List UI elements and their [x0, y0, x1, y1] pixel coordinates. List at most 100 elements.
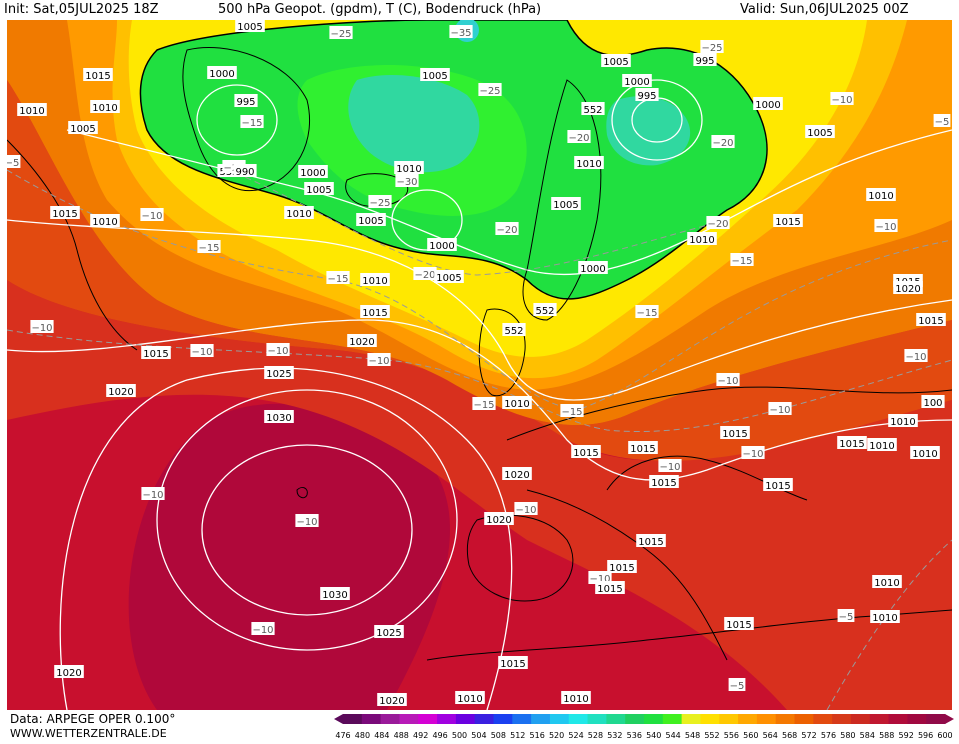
temperature-label: −10: [716, 373, 740, 387]
temperature-label-text: −10: [142, 490, 163, 501]
geopotential-label-text: 552: [535, 306, 554, 317]
pressure-label-text: 1010: [689, 235, 714, 246]
temperature-label-text: −5: [730, 681, 745, 692]
temperature-label: −10: [874, 219, 898, 233]
pressure-label: 1015: [360, 305, 390, 319]
colorbar-tick-label: 528: [588, 731, 603, 740]
colorbar-tick-label: 492: [413, 731, 428, 740]
temperature-label: −15: [730, 253, 754, 267]
temperature-label-text: −10: [31, 323, 52, 334]
pressure-label-text: 1010: [504, 399, 529, 410]
valid-time: Valid: Sun,06JUL2025 00Z: [740, 2, 909, 17]
pressure-label: 1015: [837, 436, 867, 450]
colorbar-swatch: [587, 714, 607, 724]
pressure-label-text: 1010: [890, 417, 915, 428]
temperature-label: −15: [472, 397, 496, 411]
colorbar-swatch: [418, 714, 438, 724]
geopotential-label-text: 552: [583, 105, 602, 116]
pressure-label-text: 1020: [504, 470, 529, 481]
temperature-label-text: −15: [561, 407, 582, 418]
pressure-label-text: 1025: [266, 369, 291, 380]
colorbar-swatch: [832, 714, 852, 724]
temperature-label: −20: [706, 216, 730, 230]
temperature-label-text: −30: [396, 177, 417, 188]
pressure-label: 995: [693, 53, 717, 67]
temperature-label-text: −15: [473, 400, 494, 411]
colorbar-swatch: [568, 714, 589, 724]
pressure-label-text: 1010: [576, 159, 601, 170]
pressure-label-text: 1030: [266, 413, 291, 424]
isobar-1010-arc: [7, 219, 952, 401]
colorbar-tick-label: 500: [452, 731, 467, 740]
pressure-label-text: 1020: [56, 668, 81, 679]
field-teal: [348, 75, 480, 173]
colorbar-tick-label: 504: [471, 731, 486, 740]
pressure-label-text: 1005: [553, 200, 578, 211]
temperature-label: −5: [933, 114, 951, 128]
pressure-label-text: 995: [695, 56, 714, 67]
colorbar-tick-label: 580: [840, 731, 855, 740]
temperature-label: −20: [711, 135, 735, 149]
colorbar-swatch: [700, 714, 720, 724]
isobar-high-1025: [156, 389, 458, 651]
temperature-label-text: −15: [241, 118, 262, 129]
colorbar-tick-label: 596: [918, 731, 933, 740]
pressure-label-text: 1015: [726, 620, 751, 631]
temperature-label: −10: [295, 514, 319, 528]
temperature-label: −10: [251, 622, 275, 636]
pressure-label-text: 1025: [376, 628, 401, 639]
temperature-labels: −25−35−25−25−15−20−20−10−5−5−25−30−25−10…: [7, 25, 951, 692]
pressure-label-text: 1015: [500, 659, 525, 670]
temperature-label: −10: [741, 446, 765, 460]
temperature-label-text: −10: [589, 574, 610, 585]
geopotential-label-text: 552: [504, 326, 523, 337]
pressure-label: 1010: [90, 100, 120, 114]
temperature-label: −15: [560, 404, 584, 418]
temperature-label: −25: [700, 40, 724, 54]
pressure-label: 1020: [502, 467, 532, 481]
temperature-label-text: −10: [905, 352, 926, 363]
pressure-label: 1005: [434, 270, 464, 284]
pressure-label-text: 1010: [19, 106, 44, 117]
pressure-label-text: 1005: [306, 185, 331, 196]
pressure-label: 100: [921, 395, 945, 409]
temperature-label-text: −10: [252, 625, 273, 636]
weather-map[interactable]: 552552552552 −25−35−25−25−15−20−20−10−5−…: [7, 20, 952, 710]
pressure-label: 1015: [720, 426, 750, 440]
pressure-label-text: 1000: [300, 168, 325, 179]
pressure-label: 1010: [455, 691, 485, 705]
pressure-label-text: 1015: [918, 316, 943, 327]
pressure-label-text: 1010: [457, 694, 482, 705]
temperature-label-text: −20: [496, 225, 517, 236]
colorbar-swatch: [512, 714, 532, 724]
colorbar-tick-label: 540: [646, 731, 661, 740]
temperature-label: −10: [367, 353, 391, 367]
data-source: Data: ARPEGE OPER 0.100°: [10, 712, 176, 726]
colorbar-tick-label: 532: [607, 731, 622, 740]
pressure-label-text: 1010: [563, 694, 588, 705]
colorbar-tick-label: 568: [782, 731, 797, 740]
colorbar-tick-label: 512: [510, 731, 525, 740]
pressure-label-text: 1005: [603, 57, 628, 68]
temperature-label: −25: [478, 83, 502, 97]
temperature-label: −20: [413, 267, 437, 281]
colorbar-swatch: [869, 714, 890, 724]
pressure-label-text: 1005: [358, 216, 383, 227]
geopotential-label: 552: [533, 303, 557, 317]
colorbar-swatch: [437, 714, 457, 724]
website-credit: WWW.WETTERZENTRALE.DE: [10, 727, 167, 740]
colorbar-swatch: [888, 714, 908, 724]
pressure-label: 1015: [649, 475, 679, 489]
colorbar-swatch: [343, 714, 363, 724]
temperature-label-text: −20: [414, 270, 435, 281]
pressure-label-text: 1010: [874, 578, 899, 589]
pressure-label: 1020: [54, 665, 84, 679]
pressure-label-text: 1005: [70, 124, 95, 135]
pressure-label: 1010: [394, 161, 424, 175]
pressure-label: 1015: [773, 214, 803, 228]
colorbar-tick-label: 548: [685, 731, 700, 740]
pressure-label-text: 1020: [895, 284, 920, 295]
temperature-label: −20: [495, 222, 519, 236]
colorbar-tick-label: 564: [763, 731, 778, 740]
pressure-label-text: 1015: [52, 209, 77, 220]
